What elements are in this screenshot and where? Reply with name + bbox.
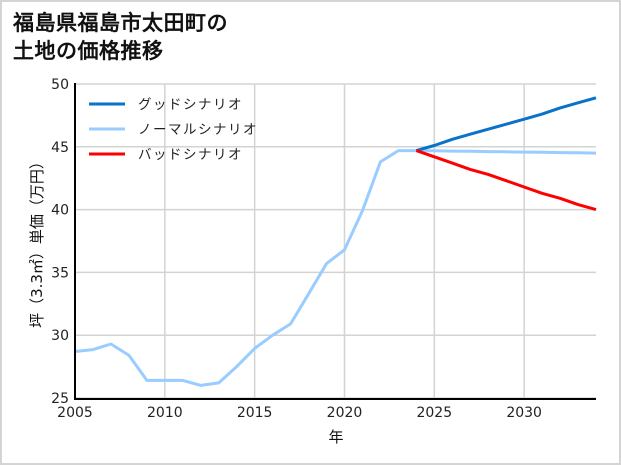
axes xyxy=(74,83,596,400)
legend-label: グッドシナリオ xyxy=(138,97,243,113)
x-tick-label: 2015 xyxy=(237,405,273,421)
x-tick-label: 2025 xyxy=(416,405,452,421)
y-tick-label: 40 xyxy=(51,203,69,219)
chart-title-line2: 土地の価格推移 xyxy=(13,39,164,63)
series-lines xyxy=(74,96,597,387)
y-axis-label: 坪（3.3㎡）単価（万円） xyxy=(28,154,46,328)
y-tick-label: 30 xyxy=(51,328,69,344)
tick-labels: 25 30 35 40 45 50 2005 2010 2015 2020 2025 2030 xyxy=(51,77,542,421)
x-tick-label: 2005 xyxy=(57,405,93,421)
series-line-2 xyxy=(415,149,597,212)
y-tick-label: 35 xyxy=(51,265,69,281)
series-line-0 xyxy=(415,96,597,153)
x-tick-label: 2030 xyxy=(506,405,542,421)
series-line-1 xyxy=(74,149,597,387)
y-tick-label: 50 xyxy=(51,77,69,93)
chart-title-line1: 福島県福島市太田町の xyxy=(13,11,228,35)
x-tick-label: 2010 xyxy=(147,405,183,421)
y-tick-label: 45 xyxy=(51,140,69,156)
x-tick-label: 2020 xyxy=(327,405,363,421)
legend-label: バッドシナリオ xyxy=(138,147,243,163)
chart-title: 福島県福島市太田町の 土地の価格推移 xyxy=(13,9,228,65)
y-tick-label: 25 xyxy=(51,391,69,407)
x-axis-label: 年 xyxy=(328,428,343,446)
legend-label: ノーマルシナリオ xyxy=(138,122,258,138)
